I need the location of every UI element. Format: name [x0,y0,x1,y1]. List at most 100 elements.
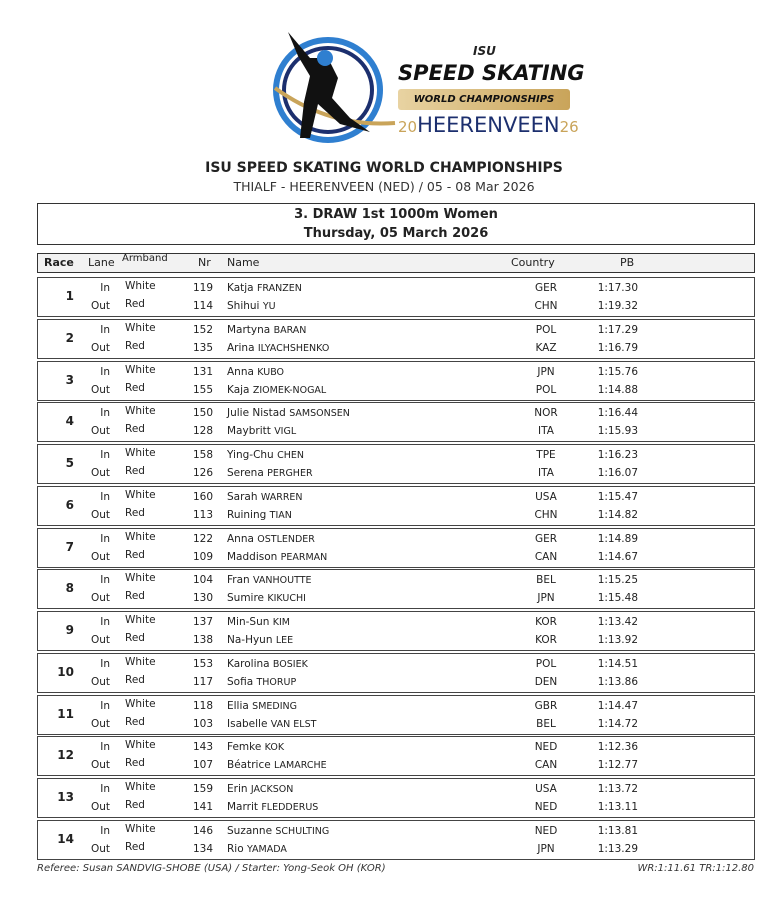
last-name: JACKSON [250,784,294,795]
race-block: 14 In White 146 Suzanne SCHULTING NED 1:1… [37,819,755,860]
armband: White [125,488,156,501]
armband: Red [125,548,145,561]
skater-number: 104 [192,574,213,587]
personal-best: 1:13.86 [597,675,638,688]
race-number: 7 [65,539,74,554]
personal-best: 1:15.76 [597,365,638,378]
country: JPN [537,365,555,378]
personal-best: 1:13.29 [597,842,638,855]
first-name: Julie Nistad [227,407,286,420]
personal-best: 1:13.72 [597,783,638,795]
country: CHN [534,508,558,521]
first-name: Martyna [227,323,271,336]
lane: Out [90,634,110,646]
skater-name: Anna OSTLENDER [227,532,315,547]
skater-number: 126 [192,467,213,479]
skater-name: Marrit FLEDDERUS [227,800,318,815]
personal-best: 1:14.88 [597,383,638,396]
lane: Out [90,425,110,438]
lane: In [100,699,110,712]
last-name: KOK [264,742,285,754]
country: CAN [534,759,558,772]
lane: In [100,449,110,461]
skater-number: 159 [192,783,213,795]
last-name: KIKUCHI [267,593,306,605]
armband: White [125,363,156,376]
skater-name: Karolina BOSIEK [227,657,308,672]
race-block: 5 In White 158 Ying-Chu CHEN TPE 1:16.23 O… [37,444,755,484]
skater-number: 114 [192,300,213,312]
first-name: Karolina [227,657,270,670]
personal-best: 1:13.92 [597,634,638,646]
skater-number: 137 [192,616,213,628]
skater-number: 122 [192,532,213,545]
lane: In [100,532,110,545]
armband: Red [125,757,145,770]
country: ITA [538,425,554,438]
race-block: 9 In White 137 Min-Sun KIM KOR 1:13.42 Out… [37,611,755,651]
armband: White [125,781,156,793]
personal-best: 1:14.67 [597,550,638,563]
first-name: Suzanne [227,824,273,837]
first-name: Sofia [227,675,254,688]
lane: Out [90,801,110,813]
first-name: Sumire [227,592,265,605]
lane: In [100,741,110,754]
skater-number: 130 [192,592,213,605]
last-name: WARREN [260,491,303,503]
lane: In [100,323,110,336]
race-number: 3 [65,372,74,387]
country: KOR [535,634,557,646]
country: GBR [534,699,558,712]
personal-best: 1:16.07 [597,467,638,479]
personal-best: 1:17.30 [597,282,638,294]
skater-name: Martyna BARAN [227,323,306,338]
last-name: ILYACHSHENKO [257,342,330,354]
armband: Red [125,715,145,728]
skater-number: 158 [192,449,213,461]
personal-best: 1:15.93 [597,425,638,438]
first-name: Fran [227,574,250,587]
armband: White [125,405,156,418]
first-name: Arina [227,341,255,354]
skater-number: 117 [192,675,213,688]
skater-name: Ellia SMEDING [227,699,297,714]
armband: White [125,614,156,626]
personal-best: 1:12.77 [597,759,638,772]
last-name: LAMARCHE [274,760,327,772]
skater-name: Sarah WARREN [227,490,303,505]
first-name: Ying-Chu [227,449,274,461]
skater-emblem-icon [273,32,396,143]
armband: White [125,697,156,710]
lane: Out [90,759,110,772]
skater-name: Suzanne SCHULTING [227,824,329,839]
personal-best: 1:14.89 [597,532,638,545]
race-number: 11 [57,706,74,721]
race-block: 3 In White 131 Anna KUBO JPN 1:15.76 Out R… [37,360,755,401]
race-number: 10 [57,664,74,679]
country: GER [534,532,558,545]
col-armband: Armband [122,253,168,264]
last-name: YAMADA [246,843,287,855]
race-number: 9 [65,623,74,637]
skater-number: 152 [192,323,213,336]
skater-name: Ruining TIAN [227,508,292,523]
armband: Red [125,465,145,477]
lane: In [100,365,110,378]
skater-number: 155 [192,383,213,396]
last-name: KUBO [257,366,285,378]
race-number: 5 [65,456,74,470]
country: POL [535,657,557,670]
armband: Red [125,840,145,853]
lane: Out [90,341,110,354]
championship-logo: ISU SPEED SKATING WORLD CHAMPIONSHIPS 20… [270,28,590,150]
skater-number: 143 [192,741,213,754]
race-block: 6 In White 160 Sarah WARREN USA 1:15.47 Ou… [37,485,755,526]
skater-name: Rio YAMADA [227,842,287,857]
skater-name: Sumire KIKUCHI [227,591,306,606]
lane: Out [90,467,110,479]
skater-name: Shihui YU [227,299,276,314]
personal-best: 1:13.42 [597,616,638,628]
race-block: 8 In White 104 Fran VANHOUTTE BEL 1:15.25… [37,569,755,610]
skater-number: 131 [192,365,213,378]
